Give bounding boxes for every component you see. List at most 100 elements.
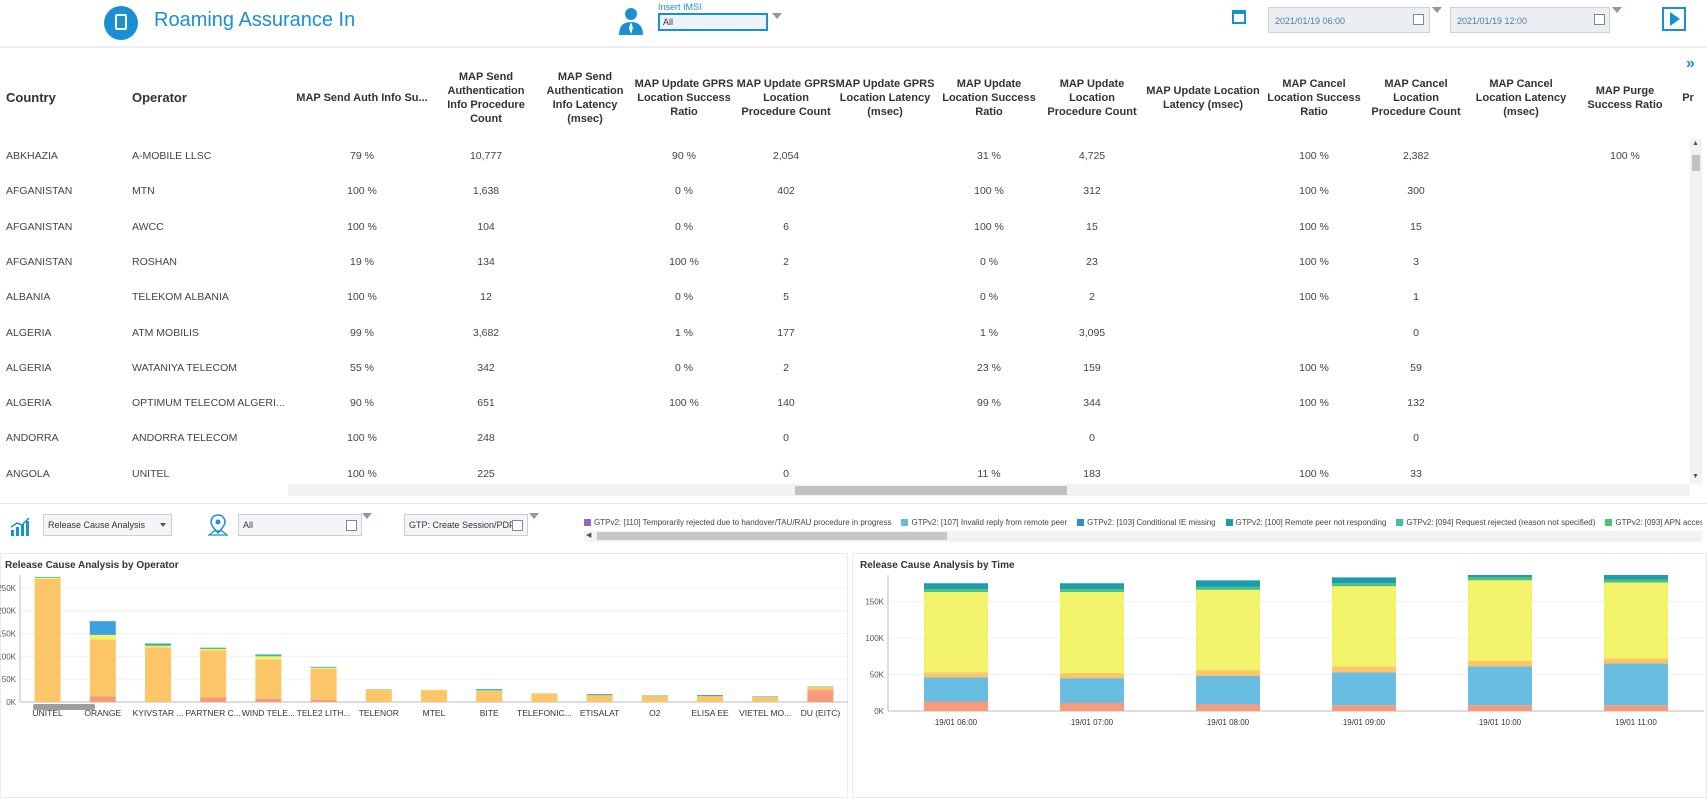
legend-scroll-thumb[interactable] [597,532,947,540]
legend-scrollbar[interactable] [584,531,1702,542]
bar-segment[interactable] [1060,592,1124,674]
bar-segment[interactable] [421,690,447,702]
bar-segment[interactable] [255,698,282,702]
bar-segment[interactable] [1468,666,1532,706]
play-button[interactable] [1662,7,1686,31]
bar-segment[interactable] [145,644,171,646]
column-header-0[interactable]: Country [6,90,56,105]
table-vertical-scrollbar[interactable] [1690,139,1702,484]
bar-segment[interactable] [365,690,392,702]
bar-segment[interactable] [641,696,668,702]
start-date-picker-icon[interactable] [1413,14,1424,25]
bar-segment[interactable] [1604,579,1668,583]
bar-segment[interactable] [310,667,337,669]
table-vertical-scroll-thumb[interactable] [1692,155,1700,171]
end-date-dropdown-icon[interactable] [1612,7,1622,13]
legend-scroll-left-arrow-icon[interactable]: ◀ [586,532,592,539]
table-row[interactable]: AFGANISTAN AWCC 100 % 104 0 % 6 100 % 15 100 % 15 [0,212,1690,247]
table-horizontal-scroll-thumb[interactable] [795,486,1067,495]
column-header-3[interactable]: MAP Send Authentication Info Procedure C… [447,71,525,125]
column-header-10[interactable]: MAP Update Location Latency (msec) [1146,85,1260,111]
bar-segment[interactable] [89,639,116,697]
scroll-down-arrow-icon[interactable]: ▼ [1692,473,1699,480]
region-select[interactable]: All [238,514,362,536]
bar-segment[interactable] [924,672,988,678]
bar-segment[interactable] [1604,582,1668,659]
table-row[interactable]: AFGANISTAN ROSHAN 19 % 134 100 % 2 0 % 23 100 % 3 [0,247,1690,282]
column-header-6[interactable]: MAP Update GPRS Location Procedure Count [736,78,836,118]
bar-segment[interactable] [34,577,61,579]
bar-segment[interactable] [697,696,723,702]
region-edit-icon[interactable] [346,520,357,531]
table-row[interactable]: ANDORRA ANDORRA TELECOM 100 % 248 0 0 0 [0,423,1690,458]
bar-segment[interactable] [476,691,503,702]
bar-segment[interactable] [89,634,116,640]
bar-segment[interactable] [89,696,116,702]
expand-columns-icon[interactable]: » [1686,55,1695,72]
bar-segment[interactable] [1332,705,1396,711]
end-date-picker-icon[interactable] [1594,14,1605,25]
bar-segment[interactable] [1060,589,1124,593]
bar-segment[interactable] [1332,586,1396,667]
analysis-type-dropdown-icon[interactable] [160,523,166,527]
bar-segment[interactable] [1332,583,1396,587]
bar-segment[interactable] [255,659,282,699]
table-row[interactable]: ALGERIA ATM MOBILIS 99 % 3,682 1 % 177 1 % 3,09… [0,318,1690,353]
column-header-15[interactable]: Pr [1682,92,1694,104]
bar-segment[interactable] [89,621,116,635]
bar-segment[interactable] [1060,673,1124,679]
bar-segment[interactable] [1196,586,1260,590]
bar-segment[interactable] [1468,580,1532,661]
column-header-4[interactable]: MAP Send Authentication Info Latency (ms… [546,71,624,125]
bar-segment[interactable] [310,668,337,700]
bar-segment[interactable] [1604,575,1668,580]
bar-segment[interactable] [1332,577,1396,584]
start-date-dropdown-icon[interactable] [1432,7,1442,13]
column-header-8[interactable]: MAP Update Location Success Ratio [942,78,1036,118]
bar-segment[interactable] [1060,583,1124,590]
bar-segment[interactable] [1060,702,1124,711]
legend-item[interactable]: GTPv2: [107] Invalid reply from remote p… [901,518,1067,527]
bar-segment[interactable] [1332,666,1396,673]
bar-segment[interactable] [34,576,61,578]
bar-segment[interactable] [145,645,171,648]
bar-segment[interactable] [200,697,227,702]
bar-segment[interactable] [255,655,282,657]
bar-segment[interactable] [807,686,834,691]
end-date-input[interactable]: 2021/01/19 12:00 [1450,7,1610,33]
bar-segment[interactable] [1468,660,1532,667]
table-row[interactable]: ALGERIA OPTIMUM TELECOM ALGERI... 90 % 651 1… [0,388,1690,423]
bar-segment[interactable] [1604,658,1668,664]
bar-segment[interactable] [476,689,503,691]
column-header-13[interactable]: MAP Cancel Location Latency (msec) [1475,78,1567,118]
table-row[interactable]: ABKHAZIA A-MOBILE LLSC 79 % 10,777 90 % 2,054… [0,141,1690,176]
bar-segment[interactable] [200,650,227,698]
legend-item[interactable]: GTPv2: [093] APN access denied - no subs… [1605,518,1702,527]
column-header-11[interactable]: MAP Cancel Location Success Ratio [1267,78,1361,118]
bar-segment[interactable] [1196,589,1260,671]
start-date-input[interactable]: 2021/01/19 06:00 [1268,7,1430,33]
bar-segment[interactable] [1604,705,1668,711]
legend-item[interactable]: GTPv2: [110] Temporarily rejected due to… [584,518,891,527]
bar-segment[interactable] [924,677,988,702]
imsi-dropdown-icon[interactable] [772,13,782,19]
bar-segment[interactable] [34,578,61,702]
column-header-2[interactable]: MAP Send Auth Info Su... [296,92,428,104]
bar-segment[interactable] [531,693,558,702]
bar-segment[interactable] [586,695,613,702]
legend-item[interactable]: GTPv2: [100] Remote peer not responding [1225,518,1386,527]
procedure-select[interactable]: GTP: Create Session/PDP [404,514,528,536]
legend-item[interactable]: GTPv2: [103] Conditional IE missing [1077,518,1216,527]
bar-segment[interactable] [924,583,988,590]
bar-segment[interactable] [200,649,227,651]
bar-segment[interactable] [1060,678,1124,703]
procedure-dropdown-icon[interactable] [529,513,539,519]
table-row[interactable]: ALBANIA TELEKOM ALBANIA 100 % 12 0 % 5 0 % 2 100… [0,282,1690,317]
bar-segment[interactable] [1196,675,1260,705]
column-header-12[interactable]: MAP Cancel Location Procedure Count [1371,78,1461,118]
table-row[interactable]: ALGERIA WATANIYA TELECOM 55 % 342 0 % 2 23 % 15… [0,353,1690,388]
bar-segment[interactable] [807,690,834,702]
procedure-edit-icon[interactable] [512,520,523,531]
bar-segment[interactable] [924,701,988,711]
imsi-input[interactable]: All [658,13,768,31]
